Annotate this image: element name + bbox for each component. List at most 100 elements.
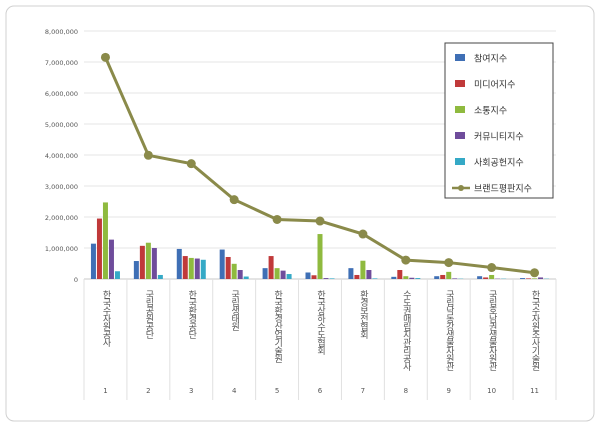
x-category-label: 한국환경공단 bbox=[186, 290, 196, 339]
bar-4-8 bbox=[409, 278, 414, 279]
bar-1-2 bbox=[134, 261, 139, 279]
bar-5-5 bbox=[287, 274, 292, 279]
bar-3-4 bbox=[232, 264, 237, 279]
legend-swatch bbox=[455, 80, 465, 87]
x-rank-label: 9 bbox=[446, 387, 450, 395]
bar-1-4 bbox=[220, 250, 225, 279]
bar-1-1 bbox=[91, 244, 96, 279]
legend-label: 미디어지수 bbox=[474, 80, 515, 91]
legend-swatch bbox=[455, 106, 465, 113]
x-category-label: 환경보전협회 bbox=[358, 289, 368, 340]
x-rank-label: 3 bbox=[189, 387, 193, 395]
bar-5-2 bbox=[158, 275, 163, 279]
x-category-label: 한국수자원조사기술원 bbox=[530, 290, 540, 371]
y-tick-label: 6,000,000 bbox=[45, 90, 78, 98]
bar-4-7 bbox=[366, 270, 371, 279]
line-point-7 bbox=[358, 230, 367, 239]
bar-4-1 bbox=[109, 240, 114, 279]
y-tick-label: 4,000,000 bbox=[45, 152, 78, 160]
line-point-3 bbox=[187, 159, 196, 168]
legend-label: 참여지수 bbox=[474, 53, 507, 65]
bar-3-2 bbox=[146, 243, 151, 279]
x-category-label: 국립낙동강생물자원관 bbox=[444, 290, 454, 371]
y-tick-label: 2,000,000 bbox=[45, 214, 78, 222]
x-rank-label: 10 bbox=[487, 387, 496, 395]
bar-2-11 bbox=[526, 278, 531, 279]
bar-2-8 bbox=[397, 270, 402, 279]
x-category-label: 국립공원공단 bbox=[143, 290, 153, 339]
bar-2-6 bbox=[312, 275, 317, 279]
bar-1-9 bbox=[434, 276, 439, 279]
legend-label: 커뮤니티지수 bbox=[474, 132, 524, 143]
legend-marker bbox=[458, 185, 464, 191]
bar-1-7 bbox=[348, 268, 353, 279]
legend-swatch bbox=[455, 158, 465, 165]
bar-5-8 bbox=[415, 278, 420, 279]
x-category-label: 한국환경산업기술원 bbox=[272, 290, 282, 363]
line-point-8 bbox=[401, 256, 410, 265]
bar-1-6 bbox=[306, 272, 311, 279]
bar-4-3 bbox=[195, 259, 200, 279]
x-category-label: 한국상하수도협회 bbox=[315, 290, 325, 356]
bar-5-1 bbox=[115, 271, 120, 279]
bar-5-7 bbox=[372, 278, 377, 279]
line-point-4 bbox=[230, 195, 239, 204]
bar-3-8 bbox=[403, 276, 408, 279]
bar-3-7 bbox=[360, 261, 365, 279]
line-point-10 bbox=[487, 263, 496, 272]
x-rank-label: 5 bbox=[275, 387, 279, 395]
bar-3-6 bbox=[318, 234, 323, 279]
x-rank-label: 2 bbox=[146, 387, 150, 395]
bar-5-6 bbox=[330, 278, 335, 279]
y-tick-label: 5,000,000 bbox=[45, 121, 78, 129]
bar-2-4 bbox=[226, 257, 231, 279]
x-category-label: 국립생태원 bbox=[229, 290, 239, 331]
line-point-11 bbox=[530, 268, 539, 277]
x-rank-label: 6 bbox=[318, 387, 323, 395]
x-rank-label: 11 bbox=[530, 387, 539, 395]
bar-5-4 bbox=[244, 277, 249, 279]
bar-3-5 bbox=[275, 268, 280, 279]
y-tick-label: 7,000,000 bbox=[45, 59, 78, 67]
bar-5-3 bbox=[201, 260, 206, 279]
legend-label: 브랜드평판지수 bbox=[474, 184, 532, 195]
legend-swatch bbox=[455, 54, 465, 61]
legend-swatch bbox=[455, 132, 465, 139]
line-point-9 bbox=[444, 258, 453, 267]
bar-4-11 bbox=[538, 277, 543, 279]
legend-label: 사회공헌지수 bbox=[474, 158, 524, 169]
bar-2-1 bbox=[97, 219, 102, 279]
x-rank-label: 8 bbox=[404, 387, 408, 395]
bar-1-3 bbox=[177, 249, 182, 279]
line-point-2 bbox=[144, 151, 153, 160]
bar-2-2 bbox=[140, 246, 145, 279]
bar-4-9 bbox=[452, 278, 457, 279]
bar-4-5 bbox=[281, 271, 286, 279]
line-point-1 bbox=[101, 53, 110, 62]
y-tick-label: 0 bbox=[74, 276, 78, 284]
y-tick-label: 8,000,000 bbox=[45, 28, 78, 36]
y-tick-label: 1,000,000 bbox=[45, 245, 78, 253]
x-rank-label: 7 bbox=[361, 387, 365, 395]
bar-1-10 bbox=[477, 276, 482, 279]
bar-4-2 bbox=[152, 248, 157, 279]
bar-3-10 bbox=[489, 275, 494, 279]
bar-3-1 bbox=[103, 202, 108, 279]
legend-box bbox=[445, 43, 553, 198]
x-category-label: 한국수자원공사 bbox=[100, 290, 110, 348]
x-rank-label: 4 bbox=[232, 387, 237, 395]
x-category-label: 수도권매립지관리공사 bbox=[401, 290, 411, 372]
x-category-label: 국립호남권생물자원관 bbox=[487, 290, 497, 371]
legend-label: 소통지수 bbox=[474, 106, 507, 117]
bar-4-4 bbox=[238, 270, 243, 279]
bar-4-6 bbox=[324, 278, 329, 279]
bar-1-8 bbox=[391, 277, 396, 279]
bar-1-11 bbox=[520, 278, 525, 279]
line-point-5 bbox=[273, 215, 282, 224]
bar-3-3 bbox=[189, 258, 194, 279]
x-rank-label: 1 bbox=[103, 387, 107, 395]
bar-2-10 bbox=[483, 277, 488, 279]
bar-3-9 bbox=[446, 272, 451, 279]
